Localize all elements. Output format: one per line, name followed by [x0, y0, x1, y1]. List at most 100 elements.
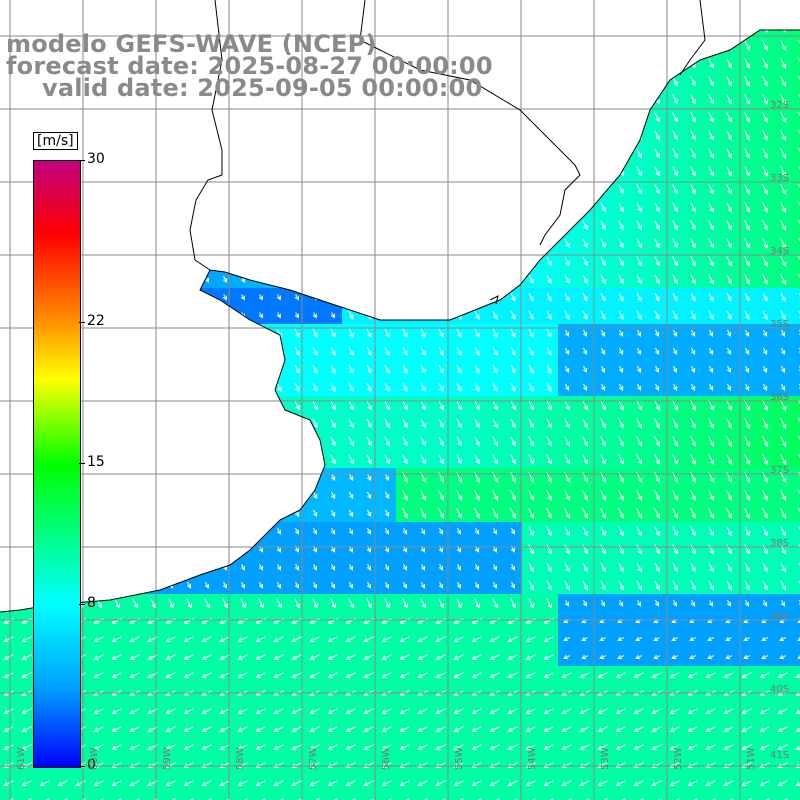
wind-speed-cell — [486, 792, 505, 800]
wind-arrow — [762, 202, 769, 213]
wind-arrow — [312, 418, 318, 429]
wind-speed-cell — [792, 144, 800, 163]
wind-arrow — [708, 274, 714, 285]
wind-arrow — [780, 93, 787, 105]
wind-arrow — [672, 148, 678, 159]
wind-arrow — [726, 310, 732, 320]
wind-arrow — [384, 364, 390, 374]
wind-arrow — [564, 454, 570, 465]
wind-arrow — [708, 489, 715, 501]
wind-arrow — [654, 399, 661, 411]
wind-arrow — [690, 166, 696, 177]
longitude-label: 51W — [746, 747, 757, 770]
wind-arrow — [222, 275, 228, 283]
wind-speed-cell — [792, 72, 800, 91]
wind-speed-cell — [504, 792, 523, 800]
wind-arrow — [726, 417, 733, 429]
wind-arrow — [797, 399, 800, 405]
wind-arrow — [744, 274, 751, 285]
wind-arrow — [582, 274, 588, 285]
wind-arrow — [726, 292, 732, 302]
wind-speed-cell — [432, 792, 451, 800]
wind-speed-cell — [216, 792, 235, 800]
wind-arrow — [546, 310, 552, 320]
wind-speed-cell — [378, 792, 397, 800]
wind-arrow — [690, 435, 697, 447]
wind-arrow — [528, 382, 534, 392]
wind-arrow — [708, 148, 714, 159]
wind-arrow — [348, 491, 354, 500]
wind-speed-cell — [792, 720, 800, 739]
longitude-label: 56W — [381, 747, 392, 770]
colorbar-tick — [79, 766, 85, 767]
longitude-label: 60W — [89, 747, 100, 770]
wind-speed-cell — [792, 162, 800, 181]
wind-arrow — [654, 238, 660, 249]
wind-speed-cell — [702, 792, 721, 800]
wind-arrow — [797, 435, 800, 441]
wind-arrow — [564, 292, 570, 302]
wind-speed-cell — [792, 90, 800, 109]
wind-arrow — [294, 312, 299, 319]
wind-speed-cell — [792, 198, 800, 217]
wind-arrow — [582, 436, 588, 447]
wind-speed-cell — [792, 234, 800, 253]
wind-arrow — [672, 256, 678, 267]
wind-arrow — [708, 76, 714, 87]
wind-arrow — [636, 310, 642, 320]
wind-speed-cell — [792, 288, 800, 307]
wind-arrow — [240, 294, 245, 301]
wind-arrow — [654, 112, 660, 123]
wind-arrow — [744, 184, 751, 195]
wind-arrow — [438, 418, 444, 429]
wind-arrow — [546, 489, 553, 501]
wind-arrow — [744, 435, 751, 447]
wind-arrow — [510, 400, 516, 411]
wind-speed-cell — [126, 792, 145, 800]
wind-arrow — [672, 489, 679, 501]
wind-arrow — [582, 220, 588, 231]
wind-arrow — [744, 365, 750, 373]
wind-arrow — [726, 365, 732, 373]
wind-arrow — [438, 454, 444, 465]
colorbar-tick — [79, 321, 85, 323]
wind-arrow — [672, 347, 678, 355]
wind-speed-cell — [792, 396, 800, 415]
wind-arrow — [492, 328, 498, 338]
wind-arrow — [726, 453, 733, 465]
wind-arrow — [744, 383, 750, 391]
wind-arrow — [654, 292, 660, 302]
wind-arrow — [636, 166, 642, 177]
wind-arrow — [546, 292, 552, 302]
wind-arrow — [690, 417, 697, 429]
wind-arrow — [348, 400, 354, 411]
wind-speed-cell — [792, 324, 800, 343]
wind-arrow — [618, 292, 624, 302]
wind-arrow — [276, 294, 281, 301]
colorbar-tick — [79, 160, 85, 161]
wind-arrow — [780, 329, 786, 337]
wind-arrow — [744, 329, 750, 337]
wind-arrow — [348, 418, 354, 429]
wind-arrow — [762, 166, 769, 177]
wind-arrow — [726, 130, 732, 141]
wind-arrow — [654, 220, 660, 231]
wind-arrow — [582, 489, 589, 501]
wind-arrow — [690, 347, 696, 355]
wind-arrow — [438, 436, 444, 447]
wind-arrow — [618, 329, 624, 337]
wind-arrow — [744, 256, 751, 267]
wind-arrow — [618, 184, 624, 195]
wind-arrow — [348, 346, 354, 356]
wind-arrow — [708, 202, 714, 213]
wind-arrow — [780, 201, 787, 213]
wind-arrow — [636, 365, 642, 373]
wind-arrow — [474, 382, 480, 392]
wind-arrow — [582, 238, 588, 249]
wind-arrow — [294, 294, 299, 301]
wind-arrow — [672, 292, 678, 302]
wind-speed-cell — [360, 792, 379, 800]
wind-arrow — [456, 346, 462, 356]
wind-arrow — [744, 130, 751, 141]
wind-speed-cell — [180, 792, 199, 800]
